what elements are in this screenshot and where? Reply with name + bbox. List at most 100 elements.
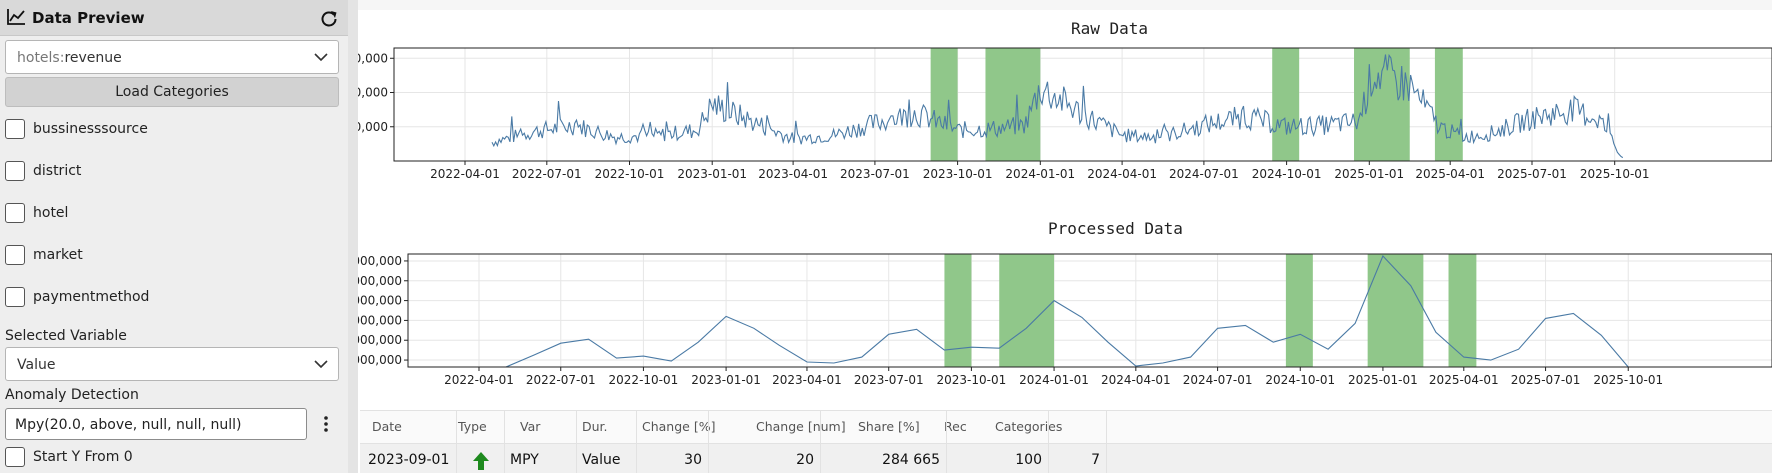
panel-splitter[interactable] [348, 0, 358, 473]
anomaly-highlight [1367, 254, 1424, 367]
y-tick-label: 80,000,000 [358, 313, 402, 327]
col-divider [820, 410, 821, 473]
x-tick-label: 2025-04-01 [1415, 167, 1485, 181]
x-tick-label: 2024-10-01 [1252, 167, 1322, 181]
header-rec[interactable]: Rec [944, 419, 967, 434]
x-tick-label: 2022-07-01 [512, 167, 582, 181]
x-tick-label: 2023-04-01 [758, 167, 828, 181]
source-prefix: hotels: [17, 50, 65, 66]
x-tick-label: 2023-01-01 [691, 373, 761, 387]
cell-change-num: 284 665 [882, 452, 940, 468]
x-tick-label: 2023-10-01 [923, 167, 993, 181]
raw-data-chart: 2022-04-01 2022-07-01 2022-10-01 2023-01-01… [358, 47, 1772, 181]
raw-chart-title: Raw Data [1071, 19, 1149, 38]
y-tick-label: 120,000,000 [358, 274, 402, 288]
header-change-pct[interactable]: Change [%] [642, 419, 716, 434]
col-divider [1048, 410, 1049, 473]
x-tick-label: 2024-04-01 [1101, 373, 1171, 387]
checkbox[interactable] [5, 161, 25, 181]
anomaly-highlight [985, 48, 1041, 161]
load-categories-button[interactable]: Load Categories [5, 77, 339, 107]
col-divider [456, 410, 457, 473]
category-label: district [33, 163, 82, 179]
x-tick-label: 2023-01-01 [677, 167, 747, 181]
category-label: bussinesssource [33, 121, 148, 137]
cell-rec: 7 [1091, 452, 1100, 468]
y-tick-label: 140,000,000 [358, 254, 402, 268]
source-select[interactable]: hotels:revenue [5, 40, 339, 74]
table-row[interactable] [360, 444, 1772, 473]
col-divider [576, 410, 577, 473]
x-tick-label: 2023-07-01 [840, 167, 910, 181]
anomaly-highlight [930, 48, 958, 161]
col-divider [946, 410, 947, 473]
anomaly-table: Date Type Var Dur. Change [%] Change [nu… [360, 410, 1772, 473]
x-tick-label: 2025-07-01 [1511, 373, 1581, 387]
anomaly-highlight [1434, 48, 1463, 161]
start-y-label: Start Y From 0 [33, 449, 133, 465]
anomaly-detection-input[interactable]: Mpy(20.0, above, null, null, null) [5, 408, 307, 440]
more-options-icon[interactable] [318, 413, 334, 435]
x-tick-label: 2024-01-01 [1019, 373, 1089, 387]
x-tick-label: 2024-07-01 [1169, 167, 1239, 181]
y-tick-label: 2,000,000 [358, 120, 388, 134]
x-tick-label: 2025-07-01 [1497, 167, 1567, 181]
cell-share: 100 [1015, 452, 1042, 468]
processed-data-chart: 2022-04-01 2022-07-01 2022-10-01 2023-01-01… [358, 253, 1772, 387]
chevron-down-icon [314, 53, 328, 62]
top-strip [358, 0, 1772, 10]
y-tick-label: 6,000,000 [358, 51, 388, 65]
header-share[interactable]: Share [%] [858, 419, 920, 434]
series-line [491, 53, 1624, 159]
arrow-up-icon [473, 452, 489, 470]
x-tick-label: 2024-07-01 [1183, 373, 1253, 387]
cell-change-pct: 20 [796, 452, 814, 468]
series-line [479, 255, 1629, 367]
checkbox[interactable] [5, 203, 25, 223]
header-change-num[interactable]: Change [num] [756, 419, 846, 434]
header-date[interactable]: Date [372, 419, 402, 434]
header-categories[interactable]: Categories [995, 419, 1063, 434]
x-tick-label: 2023-04-01 [772, 373, 842, 387]
x-tick-label: 2022-10-01 [609, 373, 679, 387]
x-tick-label: 2025-10-01 [1593, 373, 1663, 387]
x-tick-label: 2025-01-01 [1334, 167, 1404, 181]
col-divider [1106, 410, 1107, 473]
sidebar: Data Preview hotels:revenue Load Categor… [0, 0, 348, 473]
x-tick-label: 2025-04-01 [1429, 373, 1499, 387]
category-label: hotel [33, 205, 69, 221]
header-type[interactable]: Type [458, 419, 487, 434]
checkbox[interactable] [5, 245, 25, 265]
y-tick-label: 40,000,000 [358, 353, 402, 367]
x-tick-label: 2024-01-01 [1005, 167, 1075, 181]
panel-title: Data Preview [32, 9, 145, 27]
anomaly-highlight [999, 254, 1055, 367]
y-tick-label: 60,000,000 [358, 333, 402, 347]
plot-frame [393, 47, 1772, 162]
x-tick-label: 2024-10-01 [1265, 373, 1335, 387]
variable-select[interactable]: Value [5, 347, 339, 381]
col-divider [504, 410, 505, 473]
refresh-icon[interactable] [318, 8, 340, 30]
checkbox[interactable] [5, 287, 25, 307]
cell-type: MPY [510, 452, 539, 468]
category-label: paymentmethod [33, 289, 150, 305]
cell-var: Value [582, 452, 621, 468]
y-tick-label: 4,000,000 [358, 86, 388, 100]
x-tick-label: 2022-04-01 [444, 373, 514, 387]
line-chart-icon [7, 9, 25, 25]
main-area: Raw Data 2022-04-01 2022-07-01 2022-10-01 2… [358, 0, 1772, 473]
checkbox[interactable] [5, 447, 25, 467]
x-tick-label: 2022-07-01 [526, 373, 596, 387]
chevron-down-icon [314, 360, 328, 369]
header-var[interactable]: Var [520, 419, 541, 434]
x-tick-label: 2022-04-01 [430, 167, 500, 181]
header-dur[interactable]: Dur. [582, 419, 608, 434]
category-label: market [33, 247, 83, 263]
anomaly-detection-label: Anomaly Detection [5, 387, 139, 403]
anomaly-highlight [1272, 48, 1300, 161]
table-header [360, 410, 1772, 444]
checkbox[interactable] [5, 119, 25, 139]
plot-frame [407, 253, 1772, 368]
